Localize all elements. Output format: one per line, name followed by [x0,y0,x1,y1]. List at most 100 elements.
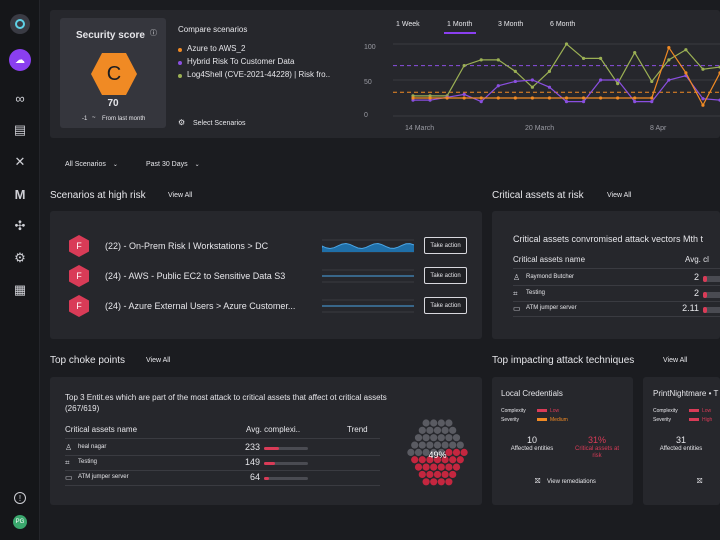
choke-entity-name[interactable]: Testing [78,459,98,465]
series-point [530,96,534,100]
divider [513,268,720,269]
y-tick-label: 50 [364,79,372,86]
chevron-down-icon: ⌄ [112,162,118,168]
series-point [667,78,671,82]
choke-bar-fill [264,462,275,465]
select-scenarios-button[interactable]: Select Scenarios [193,120,246,127]
scenario-filter-dropdown[interactable]: All Scenarios ⌄ [65,161,118,168]
legend-dot-icon [178,61,182,65]
honeycomb-cell [422,463,430,471]
technique-card[interactable]: Local Credentials Complexity Low Severit… [492,377,633,505]
security-score-title: Security score [76,30,145,41]
take-action-button[interactable]: Take action [424,237,467,254]
choke-bar-fill [264,447,280,450]
honeycomb-cell [433,456,442,464]
take-action-button[interactable]: Take action [424,267,467,284]
close-icon[interactable]: ✕ [14,154,26,169]
technique-title: Local Credentials [501,389,563,398]
view-remediations-link[interactable]: View remediations [547,479,596,485]
range-tab-1-week[interactable]: 1 Week [396,21,420,28]
series-point [616,82,620,86]
cloud-upload-icon[interactable]: ☁ [0,48,40,72]
severity-bar [689,418,699,421]
avatar[interactable]: PG [0,510,40,534]
trend-icon: ~ [92,115,96,121]
range-tab-3-month[interactable]: 3 Month [498,21,524,28]
take-action-button[interactable]: Take action [424,297,467,314]
series-point [650,100,654,104]
col-header-avg: Avg. cl [685,255,709,264]
honeycomb-cell [437,419,445,427]
risk-scenario-label[interactable]: (22) - On-Prem Risk I Workstations > DC [105,241,269,251]
series-point [462,64,466,68]
honeycomb-cell [445,434,453,442]
report-search-icon[interactable]: ▦ [13,282,27,297]
severity-label: Severity [653,417,672,423]
complexity-value: Low [702,408,712,414]
series-point [496,58,500,62]
series-point [564,42,569,46]
risk-grade-badge: F [68,235,90,257]
critical-assets-view-all[interactable]: View All [607,192,632,199]
asset-name[interactable]: Raymond Butcher [526,274,575,280]
techniques-title: Top impacting attack techniques [492,355,635,366]
honeycomb-cell [418,470,426,479]
honeycomb-cell [407,448,415,456]
series-point [650,96,654,100]
network-icon[interactable]: ∞ [15,90,25,106]
range-tab-6-month[interactable]: 6 Month [550,21,576,28]
help-icon[interactable]: ! [0,486,40,510]
grade-hexagon [91,53,137,95]
take-action-label: Take action [430,272,461,279]
honeycomb-cell [430,434,438,442]
server-icon: ▭ [65,473,73,482]
legend-label: Log4Shell (CVE-2021-44228) | Risk fro.. [187,70,331,79]
range-tab-1-month[interactable]: 1 Month [447,21,473,28]
remediation-icon: ⛝ [535,478,541,485]
select-scenarios-icon[interactable]: ⚙ [178,118,186,127]
choke-entity-name[interactable]: ATM jumper server [78,474,129,480]
choke-entity-name[interactable]: heal nagar [78,444,107,450]
severity-value: High [702,417,713,423]
logo-icon[interactable] [0,12,40,36]
risk-scenario-label[interactable]: (24) - Azure External Users > Azure Cust… [105,301,296,311]
honeycomb-chart [407,419,468,486]
honeycomb-cell [445,419,453,427]
series-point [650,79,654,84]
series-point [616,96,620,100]
series-point [462,92,466,96]
choke-value: 233 [244,442,260,452]
series-line [413,43,720,97]
gmail-icon[interactable]: M [14,186,26,202]
honeycomb-cell [411,441,419,449]
affected-label: Affected entities [659,446,703,452]
col-header-name: Critical assets name [513,255,586,264]
asset-name[interactable]: ATM jumper server [526,305,577,311]
series-point [701,103,705,107]
honeycomb-cell [414,448,423,456]
asset-value: 2 [693,272,699,282]
series-point [530,78,534,82]
choke-view-all[interactable]: View All [146,357,171,364]
honeycomb-cell [418,441,426,449]
nodes-icon[interactable]: ✣ [14,218,26,233]
honeycomb-cell [418,456,426,464]
asset-name[interactable]: Testing [526,290,546,296]
days-filter-dropdown[interactable]: Past 30 Days ⌄ [146,161,200,168]
techniques-view-all[interactable]: View All [663,357,688,364]
complexity-bar [537,409,547,412]
series-point [547,85,552,89]
series-point [547,69,552,73]
y-tick-label: 0 [364,112,368,119]
technique-card[interactable]: PrintNightmare • T Complexity Low Severi… [643,377,720,505]
x-tick-label: 8 Apr [650,125,667,132]
asset-value: 2.11 [682,303,699,313]
info-icon[interactable]: ⓘ [150,30,157,37]
honeycomb-cell [441,426,449,434]
document-icon[interactable]: ▤ [13,122,27,137]
gear-icon[interactable]: ⚙ [14,250,26,265]
high-risk-view-all[interactable]: View All [168,192,193,199]
risk-scenario-label[interactable]: (24) - AWS - Public EC2 to Sensitive Dat… [105,271,286,281]
honeycomb-cell [414,463,423,471]
honeycomb-cell [445,478,453,486]
